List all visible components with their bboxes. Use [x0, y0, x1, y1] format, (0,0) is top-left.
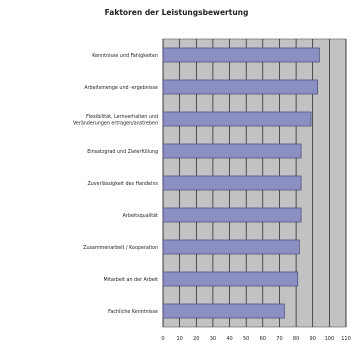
category-label: Flexibilität, Lernverhalten und Veränderu… [73, 114, 158, 127]
x-tick-label: 90 [310, 336, 316, 342]
x-tick-label: 80 [293, 336, 299, 342]
bar [162, 175, 302, 191]
x-tick-label: 60 [260, 336, 266, 342]
bar [162, 239, 300, 255]
x-tick-label: 0 [161, 336, 164, 342]
category-label: Einsatzgrad und Zielerfüllung [87, 149, 158, 155]
category-label: Kenntnisse und Fähigkeiten [92, 53, 158, 59]
x-tick-label: 70 [276, 336, 282, 342]
x-tick-label: 50 [243, 336, 249, 342]
x-tick-label: 10 [176, 336, 182, 342]
bar [162, 111, 312, 127]
bar [162, 271, 299, 287]
x-tick-label: 20 [193, 336, 199, 342]
x-tick-layer: 0 10 20 30 40 50 60 70 80 90 100 110 [161, 336, 350, 342]
x-tick-label: 40 [226, 336, 232, 342]
category-label: Arbeitsmenge und -ergebnisse [84, 85, 158, 91]
x-tick-label: 110 [341, 336, 351, 342]
category-label-layer: Kenntnisse und Fähigkeiten Arbeitsmenge u… [73, 53, 159, 315]
category-label: Mitarbeit an der Arbeit [104, 277, 159, 283]
category-label: Fachliche Kenntnisse [108, 309, 158, 315]
bar [162, 79, 319, 95]
bar [162, 143, 302, 159]
category-label: Zuverlässigkeit des Handelns [87, 181, 158, 187]
x-tick-label: 100 [325, 336, 335, 342]
bar-layer [162, 47, 320, 319]
bar [162, 303, 285, 319]
bar [162, 47, 320, 63]
category-label: Zusammenarbeit / Kooperation [83, 245, 158, 251]
bar [162, 207, 302, 223]
chart-title: Faktoren der Leistungsbewertung [104, 8, 249, 17]
category-label: Arbeitsqualität [123, 213, 158, 219]
x-tick-label: 30 [210, 336, 216, 342]
